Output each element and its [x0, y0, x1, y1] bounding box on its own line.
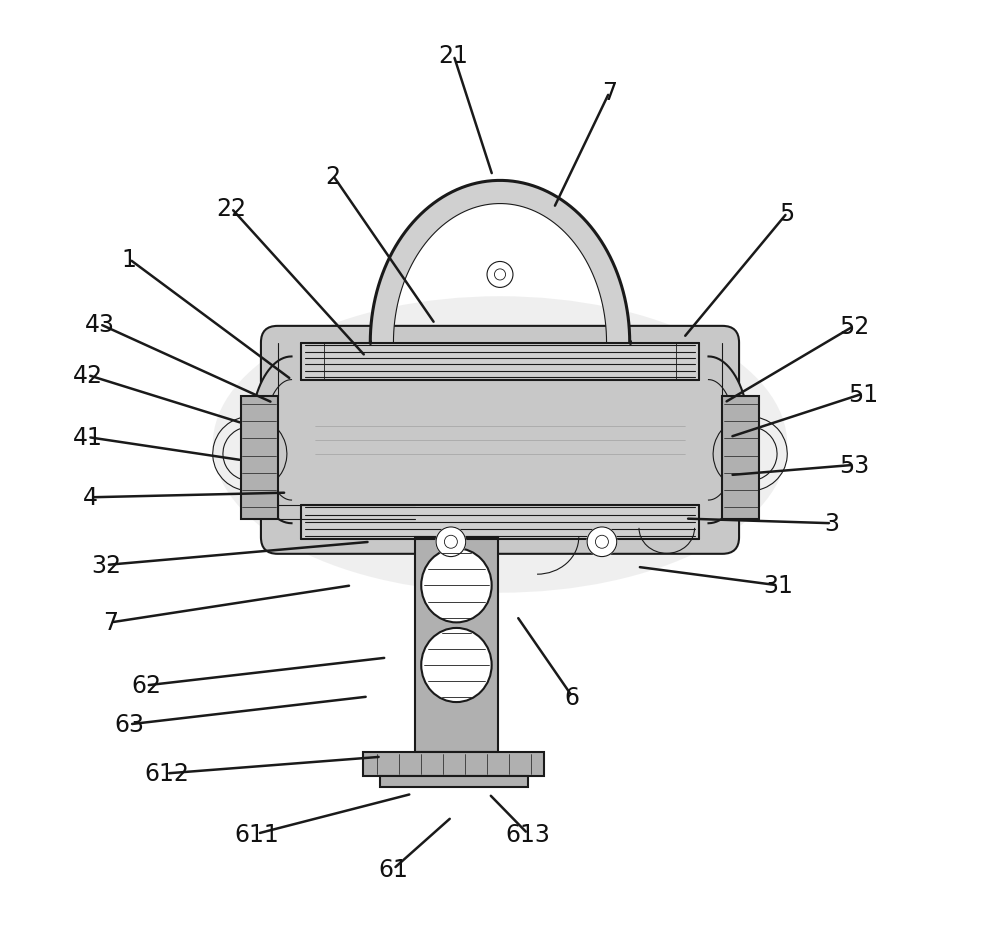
Ellipse shape	[421, 629, 492, 703]
Text: 41: 41	[73, 425, 103, 450]
Text: 31: 31	[763, 574, 793, 598]
Text: 42: 42	[73, 363, 103, 387]
Polygon shape	[250, 357, 292, 524]
FancyBboxPatch shape	[261, 326, 739, 554]
Text: 613: 613	[505, 821, 550, 845]
Circle shape	[487, 262, 513, 288]
Text: 2: 2	[326, 165, 341, 188]
Bar	[301, 505, 699, 540]
Ellipse shape	[213, 297, 787, 593]
Text: 22: 22	[216, 197, 246, 221]
Text: 51: 51	[848, 382, 878, 406]
Text: 7: 7	[602, 82, 617, 106]
Text: 612: 612	[144, 762, 189, 785]
Circle shape	[436, 527, 466, 557]
Text: 5: 5	[780, 201, 795, 225]
Bar	[301, 343, 699, 380]
Text: 21: 21	[439, 44, 469, 69]
Text: 52: 52	[839, 314, 869, 338]
Text: 611: 611	[235, 821, 280, 845]
Polygon shape	[301, 538, 699, 540]
Text: 7: 7	[103, 611, 118, 635]
Polygon shape	[708, 357, 750, 524]
Text: 32: 32	[91, 553, 121, 578]
Text: 62: 62	[131, 674, 161, 698]
Bar	[380, 776, 528, 787]
Bar	[415, 538, 498, 753]
Text: 3: 3	[824, 512, 839, 536]
Ellipse shape	[421, 549, 492, 623]
Circle shape	[587, 527, 617, 557]
Text: 43: 43	[85, 312, 115, 337]
Bar	[722, 397, 759, 519]
Text: 6: 6	[565, 685, 580, 709]
Polygon shape	[370, 181, 630, 343]
Text: 63: 63	[114, 713, 144, 737]
Text: 53: 53	[839, 453, 869, 477]
Bar	[363, 753, 544, 776]
Text: 1: 1	[122, 248, 137, 272]
Bar	[241, 397, 278, 519]
Text: 61: 61	[379, 857, 408, 881]
Text: 4: 4	[83, 486, 98, 510]
